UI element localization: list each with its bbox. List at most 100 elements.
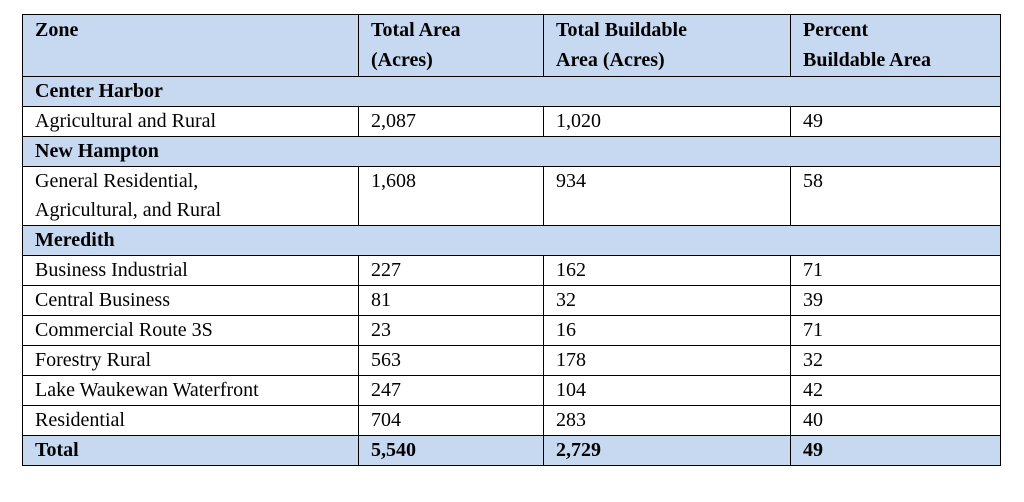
cell-text: Commercial Route 3S xyxy=(35,319,213,341)
cell-text: 2,087 xyxy=(371,110,416,132)
group-cell: New Hampton xyxy=(22,136,1001,167)
group-row: Center Harbor xyxy=(22,76,1001,107)
group-row: New Hampton xyxy=(22,136,1001,167)
cell-text: 49 xyxy=(803,439,823,461)
data-cell: 42 xyxy=(790,375,1001,406)
total-cell: 5,540 xyxy=(358,435,544,466)
cell-text: 178 xyxy=(556,349,586,371)
cell-text: 39 xyxy=(803,289,823,311)
cell-text: 704 xyxy=(371,409,401,431)
cell-text: Percent xyxy=(803,19,869,41)
cell-text: Buildable Area xyxy=(803,49,931,71)
cell-text: Total Area xyxy=(371,19,461,41)
total-cell: 49 xyxy=(790,435,1001,466)
data-cell: Business Industrial xyxy=(22,255,359,286)
data-cell: Forestry Rural xyxy=(22,345,359,376)
data-cell: 934 xyxy=(543,166,791,226)
cell-text: Forestry Rural xyxy=(35,349,152,371)
cell-text: Agricultural, and Rural xyxy=(35,199,222,221)
data-row: Business Industrial 227 162 71 xyxy=(22,255,1001,286)
data-cell: Residential xyxy=(22,405,359,436)
data-cell: 162 xyxy=(543,255,791,286)
data-cell: 563 xyxy=(358,345,544,376)
data-row: Forestry Rural 563 178 32 xyxy=(22,345,1001,376)
cell-text: 40 xyxy=(803,409,823,431)
data-row: General Residential, Agricultural, and Ru… xyxy=(22,166,1001,226)
cell-text: Business Industrial xyxy=(35,259,188,281)
cell-text: Total xyxy=(35,439,79,461)
data-cell: Agricultural and Rural xyxy=(22,106,359,137)
cell-text: (Acres) xyxy=(371,49,433,71)
cell-text: 283 xyxy=(556,409,586,431)
header-cell: Total Area (Acres) xyxy=(358,14,544,77)
cell-text: 16 xyxy=(556,319,576,341)
data-cell: 58 xyxy=(790,166,1001,226)
data-cell: 104 xyxy=(543,375,791,406)
data-cell: 71 xyxy=(790,255,1001,286)
total-cell: 2,729 xyxy=(543,435,791,466)
data-cell: Lake Waukewan Waterfront xyxy=(22,375,359,406)
data-cell: 227 xyxy=(358,255,544,286)
total-row: Total 5,540 2,729 49 xyxy=(22,435,1001,466)
cell-text: 2,729 xyxy=(556,439,601,461)
cell-text: 162 xyxy=(556,259,586,281)
header-cell: Zone xyxy=(22,14,359,77)
group-row: Meredith xyxy=(22,225,1001,256)
cell-text: 32 xyxy=(803,349,823,371)
data-cell: 71 xyxy=(790,315,1001,346)
data-cell: 81 xyxy=(358,285,544,316)
cell-text: Central Business xyxy=(35,289,170,311)
cell-text: 23 xyxy=(371,319,391,341)
data-cell: 2,087 xyxy=(358,106,544,137)
cell-text: 71 xyxy=(803,319,823,341)
cell-text: 247 xyxy=(371,379,401,401)
cell-text: 563 xyxy=(371,349,401,371)
cell-text: 1,020 xyxy=(556,110,601,132)
cell-text: 5,540 xyxy=(371,439,416,461)
data-cell: 23 xyxy=(358,315,544,346)
cell-text: Agricultural and Rural xyxy=(35,110,217,132)
cell-text: 934 xyxy=(556,170,586,192)
group-cell: Center Harbor xyxy=(22,76,1001,107)
header-cell: Total Buildable Area (Acres) xyxy=(543,14,791,77)
zone-table: Zone Total Area (Acres) Total Buildable Area… xyxy=(22,14,1001,466)
cell-text: Residential xyxy=(35,409,125,431)
cell-text: General Residential, xyxy=(35,170,199,192)
data-cell: Central Business xyxy=(22,285,359,316)
data-cell: 1,020 xyxy=(543,106,791,137)
cell-text: 81 xyxy=(371,289,391,311)
cell-text: 32 xyxy=(556,289,576,311)
data-row: Commercial Route 3S 23 16 71 xyxy=(22,315,1001,346)
cell-text: 58 xyxy=(803,170,823,192)
cell-text: 49 xyxy=(803,110,823,132)
cell-text: New Hampton xyxy=(35,140,159,162)
group-cell: Meredith xyxy=(22,225,1001,256)
cell-text: Total Buildable xyxy=(556,19,687,41)
data-cell: 32 xyxy=(543,285,791,316)
data-row: Agricultural and Rural 2,087 1,020 49 xyxy=(22,106,1001,137)
cell-text: 1,608 xyxy=(371,170,416,192)
data-row: Residential 704 283 40 xyxy=(22,405,1001,436)
data-cell: 704 xyxy=(358,405,544,436)
data-cell: 16 xyxy=(543,315,791,346)
cell-text: Center Harbor xyxy=(35,80,163,102)
data-row: Lake Waukewan Waterfront 247 104 42 xyxy=(22,375,1001,406)
cell-text: 227 xyxy=(371,259,401,281)
header-row: Zone Total Area (Acres) Total Buildable Area… xyxy=(22,14,1001,77)
data-cell: 49 xyxy=(790,106,1001,137)
data-cell: 32 xyxy=(790,345,1001,376)
total-cell: Total xyxy=(22,435,359,466)
data-cell: 178 xyxy=(543,345,791,376)
data-cell: 40 xyxy=(790,405,1001,436)
cell-text: Zone xyxy=(35,19,79,41)
cell-text: 42 xyxy=(803,379,823,401)
data-cell: 247 xyxy=(358,375,544,406)
table-body: Zone Total Area (Acres) Total Buildable Area… xyxy=(22,14,1001,466)
data-cell: Commercial Route 3S xyxy=(22,315,359,346)
data-row: Central Business 81 32 39 xyxy=(22,285,1001,316)
cell-text: Meredith xyxy=(35,229,115,251)
cell-text: Lake Waukewan Waterfront xyxy=(35,379,259,401)
header-cell: Percent Buildable Area xyxy=(790,14,1001,77)
cell-text: 71 xyxy=(803,259,823,281)
